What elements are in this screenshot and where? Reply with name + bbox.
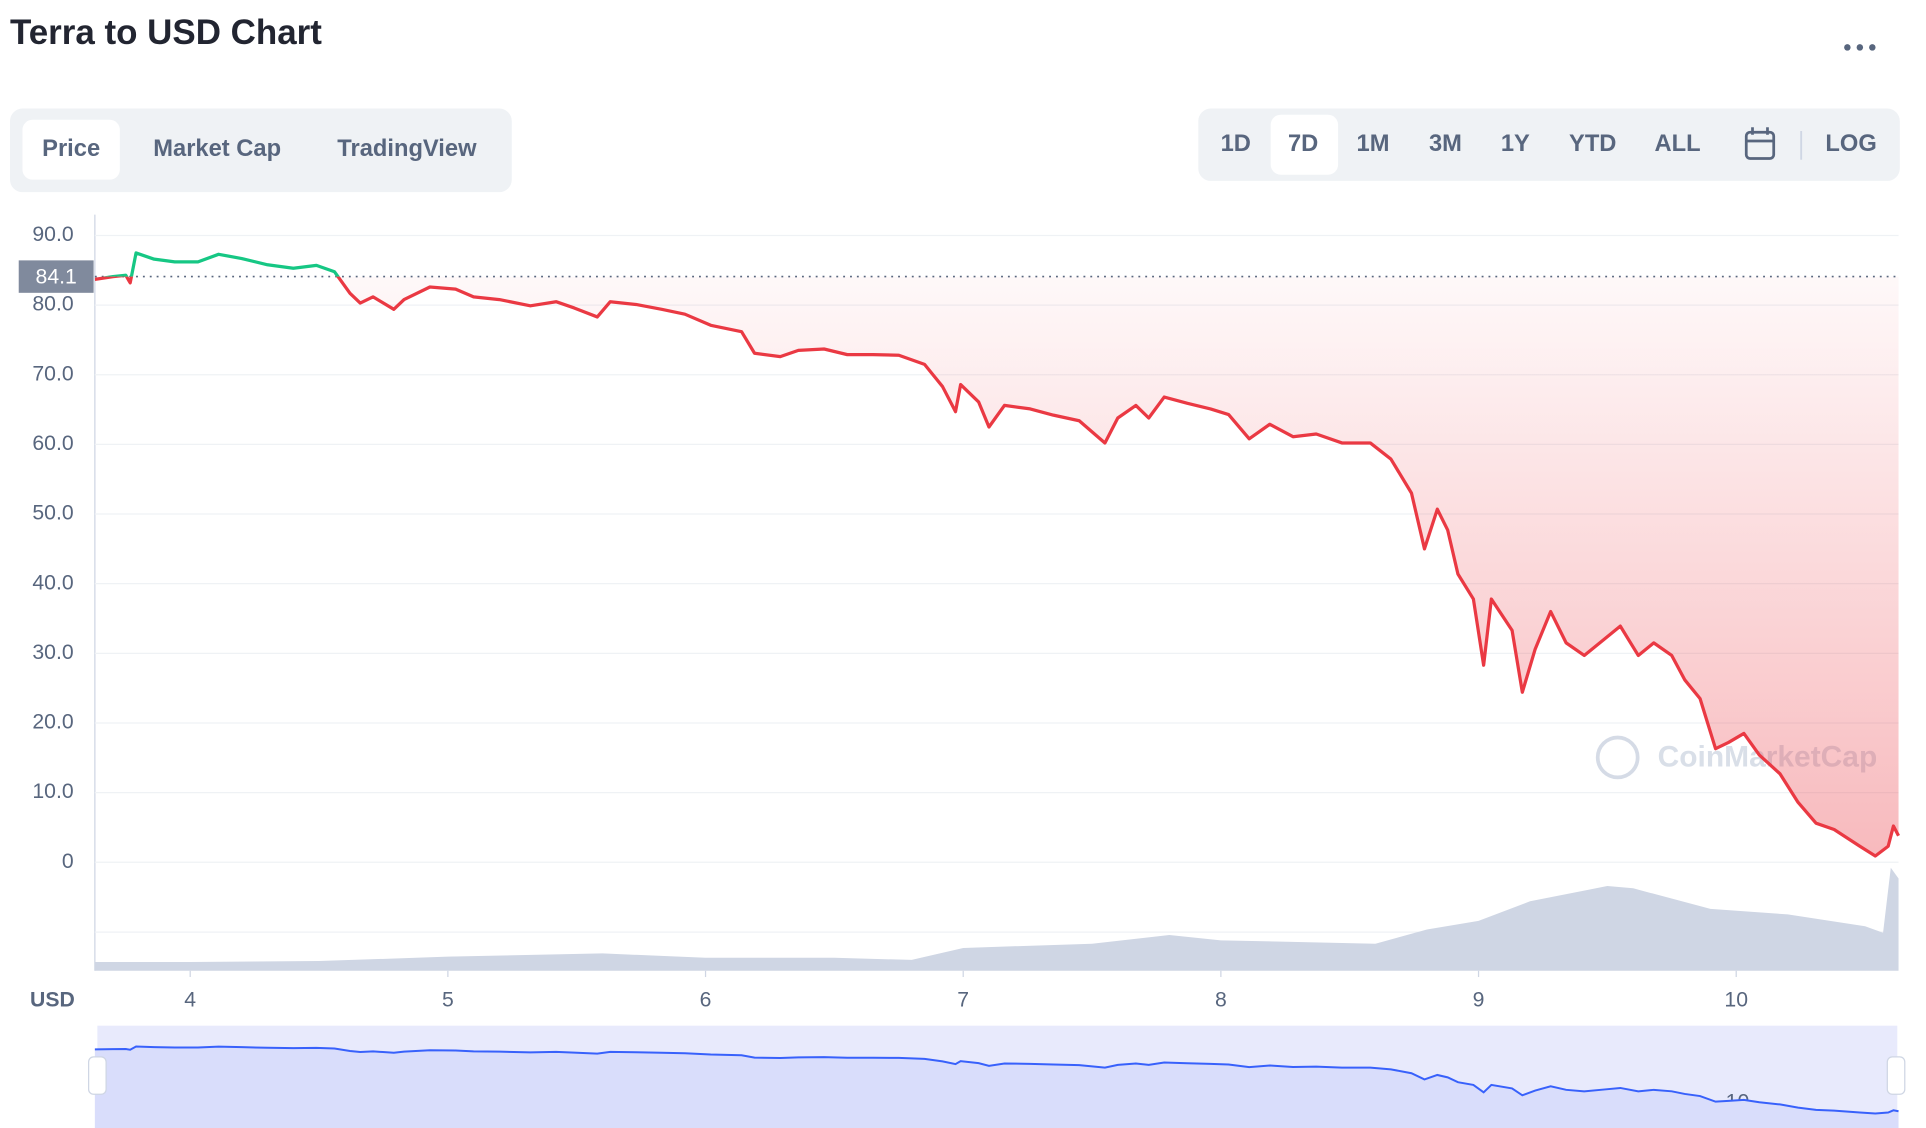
y-tick-label: 80.0 — [32, 293, 73, 316]
volume-area — [94, 867, 1899, 971]
navigator-area — [94, 1046, 1899, 1128]
x-tick-label: 4 — [184, 988, 196, 1011]
y-tick-label: 0 — [62, 850, 74, 873]
y-tick-label: 10.0 — [32, 780, 73, 803]
range-button[interactable]: 3M — [1429, 131, 1462, 157]
price-line-down — [94, 276, 1900, 858]
y-tick-label: 70.0 — [32, 362, 73, 385]
y-tick-label: 90.0 — [32, 223, 73, 246]
current-value-label: 84.1 — [36, 265, 77, 288]
watermark-logo — [1595, 735, 1640, 780]
range-button[interactable]: ALL — [1655, 131, 1701, 157]
tab-bar — [9, 108, 512, 193]
range-bar — [1198, 108, 1900, 181]
range-button[interactable]: 7D — [1288, 131, 1318, 157]
y-axis-label: USD — [30, 988, 75, 1011]
tab[interactable]: Market Cap — [153, 136, 281, 162]
chart-title: Terra to USD Chart — [10, 13, 322, 52]
current-value-badge — [18, 260, 94, 293]
loss-area — [94, 276, 1899, 856]
log-toggle[interactable]: LOG — [1825, 131, 1876, 157]
tab[interactable]: Price — [42, 136, 100, 162]
navigator-line — [94, 1045, 1899, 1115]
calendar-button[interactable] — [1744, 127, 1776, 160]
y-tick-label: 50.0 — [32, 502, 73, 525]
active-range — [1270, 114, 1339, 175]
x-tick-label: 10 — [1724, 988, 1748, 1011]
y-tick-label: 60.0 — [32, 432, 73, 455]
active-tab — [22, 119, 120, 180]
x-tick-label: 6 — [700, 988, 712, 1011]
navigator-handle[interactable] — [87, 1056, 107, 1095]
menu-button[interactable] — [1844, 44, 1876, 51]
range-button[interactable]: 1D — [1221, 131, 1251, 157]
y-tick-label: 40.0 — [32, 571, 73, 594]
x-tick-label: 8 — [1215, 988, 1227, 1011]
range-button[interactable]: 1Y — [1501, 131, 1530, 157]
range-button[interactable]: 1M — [1357, 131, 1390, 157]
range-button[interactable]: YTD — [1569, 131, 1616, 157]
y-tick-label: 20.0 — [32, 711, 73, 734]
y-tick-label: 30.0 — [32, 641, 73, 664]
navigator-handle[interactable] — [1886, 1056, 1906, 1095]
x-tick-label: 7 — [957, 988, 969, 1011]
x-tick-label: 5 — [442, 988, 454, 1011]
tab[interactable]: TradingView — [337, 136, 477, 162]
x-tick-label: 9 — [1473, 988, 1485, 1011]
